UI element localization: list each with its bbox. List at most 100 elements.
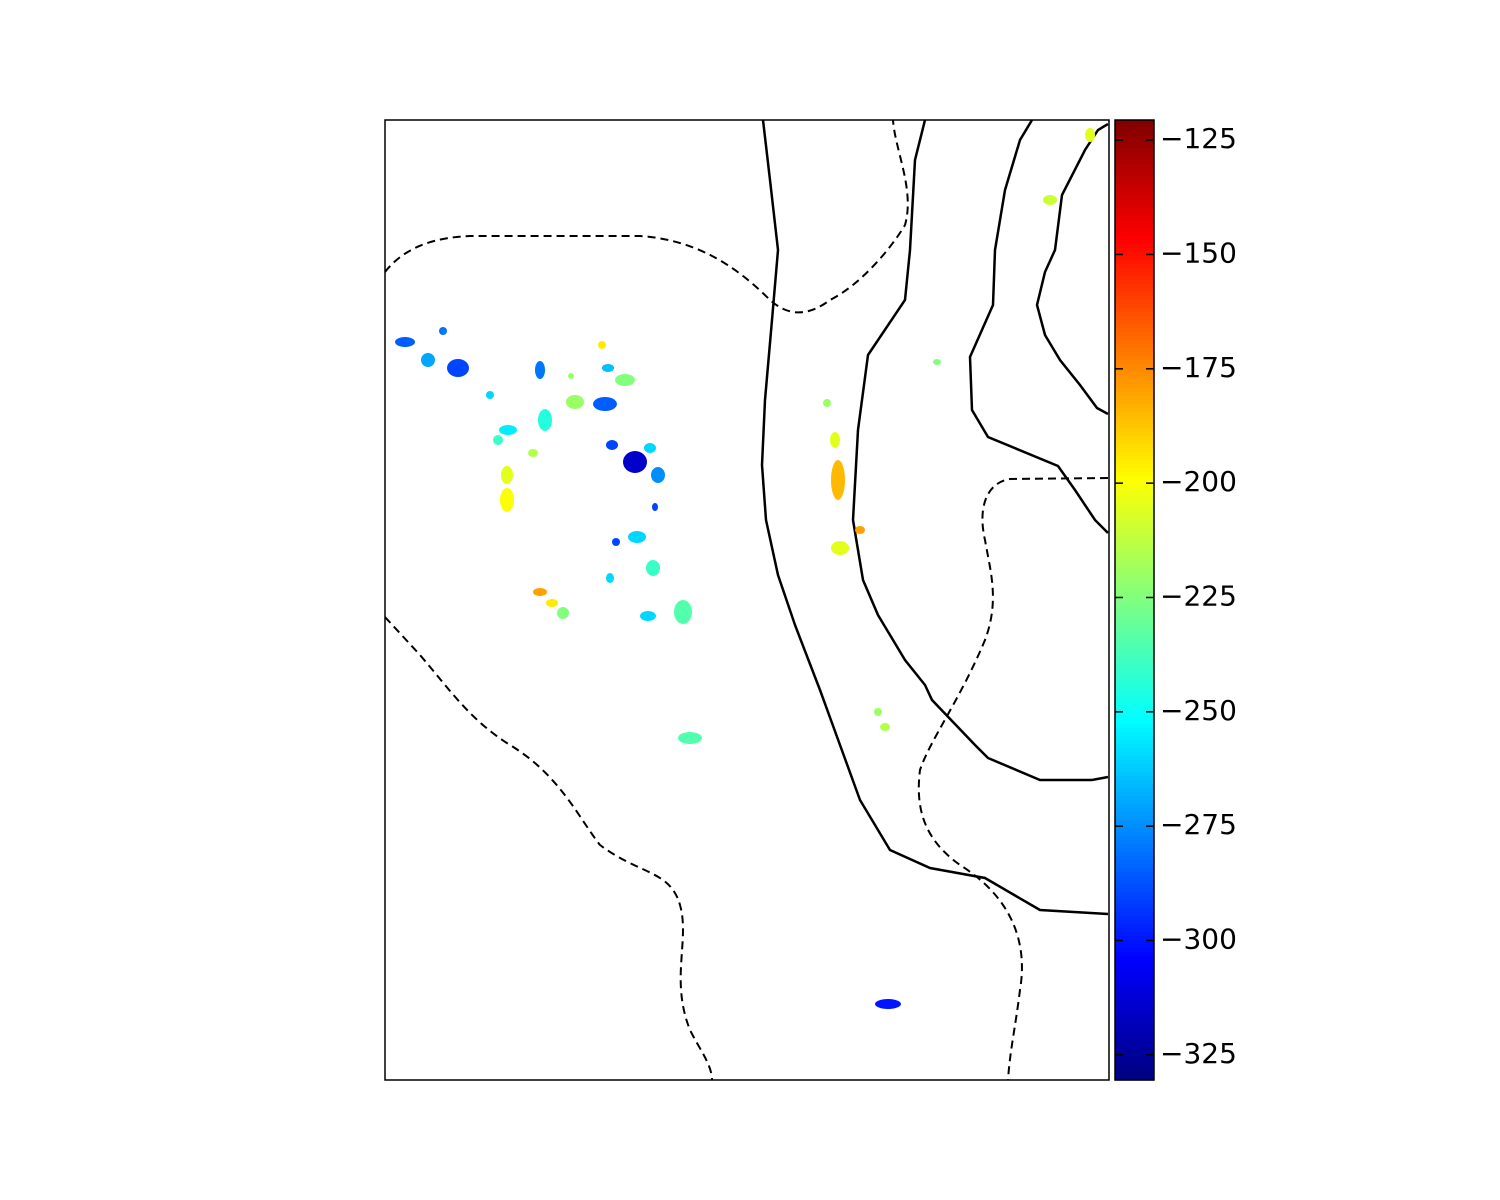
blob bbox=[447, 359, 469, 377]
colorbar-cell bbox=[1115, 592, 1154, 597]
colorbar-cell bbox=[1115, 524, 1154, 529]
colorbar-cell bbox=[1115, 708, 1154, 713]
colorbar-cell bbox=[1115, 956, 1154, 961]
colorbar-cell bbox=[1115, 472, 1154, 477]
colorbar-cell bbox=[1115, 976, 1154, 981]
blob bbox=[421, 353, 435, 367]
colorbar-cell bbox=[1115, 940, 1154, 945]
colorbar-cell bbox=[1115, 576, 1154, 581]
colorbar-cell bbox=[1115, 816, 1154, 821]
colorbar-cell bbox=[1115, 1020, 1154, 1025]
colorbar-cell bbox=[1115, 288, 1154, 293]
colorbar-cell bbox=[1115, 636, 1154, 641]
colorbar-cell bbox=[1115, 200, 1154, 205]
colorbar-cell bbox=[1115, 848, 1154, 853]
colorbar-cell bbox=[1115, 292, 1154, 297]
colorbar-cell bbox=[1115, 624, 1154, 629]
colorbar-cell bbox=[1115, 844, 1154, 849]
colorbar-cell bbox=[1115, 460, 1154, 465]
colorbar-cell bbox=[1115, 812, 1154, 817]
colorbar-cell bbox=[1115, 604, 1154, 609]
colorbar-cell bbox=[1115, 656, 1154, 661]
colorbar-cell bbox=[1115, 1028, 1154, 1033]
colorbar-cell bbox=[1115, 784, 1154, 789]
colorbar-cell bbox=[1115, 568, 1154, 573]
colorbar-cell bbox=[1115, 796, 1154, 801]
blob bbox=[640, 611, 656, 621]
colorbar-cell bbox=[1115, 888, 1154, 893]
colorbar-cell bbox=[1115, 1044, 1154, 1049]
colorbar-cell bbox=[1115, 724, 1154, 729]
colorbar-cell bbox=[1115, 352, 1154, 357]
colorbar-cell bbox=[1115, 188, 1154, 193]
colorbar-cell bbox=[1115, 448, 1154, 453]
colorbar-tick-label: −325 bbox=[1160, 1037, 1237, 1070]
colorbar-cell bbox=[1115, 900, 1154, 905]
colorbar-cell bbox=[1115, 356, 1154, 361]
colorbar-cell bbox=[1115, 316, 1154, 321]
colorbar-cell bbox=[1115, 496, 1154, 501]
colorbar-tick-label: −175 bbox=[1160, 351, 1237, 384]
colorbar-cell bbox=[1115, 760, 1154, 765]
colorbar-cell bbox=[1115, 692, 1154, 697]
colorbar-cell bbox=[1115, 296, 1154, 301]
colorbar-cell bbox=[1115, 432, 1154, 437]
colorbar-cell bbox=[1115, 136, 1154, 141]
colorbar-cell bbox=[1115, 168, 1154, 173]
colorbar-cell bbox=[1115, 404, 1154, 409]
colorbar-tick-label: −275 bbox=[1160, 808, 1237, 841]
colorbar-cell bbox=[1115, 380, 1154, 385]
colorbar-cell bbox=[1115, 652, 1154, 657]
colorbar-cell bbox=[1115, 548, 1154, 553]
colorbar-cell bbox=[1115, 1072, 1154, 1077]
blob bbox=[1085, 128, 1095, 142]
colorbar-cell bbox=[1115, 644, 1154, 649]
contour-dashed bbox=[385, 120, 909, 314]
blob bbox=[830, 432, 840, 448]
colorbar-cell bbox=[1115, 172, 1154, 177]
colorbar-cell bbox=[1115, 832, 1154, 837]
colorbar-cell bbox=[1115, 860, 1154, 865]
blob bbox=[831, 541, 849, 555]
colorbar-cell bbox=[1115, 1064, 1154, 1069]
colorbar-cell bbox=[1115, 1068, 1154, 1073]
colorbar-cell bbox=[1115, 612, 1154, 617]
colorbar-cell bbox=[1115, 664, 1154, 669]
blob bbox=[566, 395, 584, 409]
colorbar-cell bbox=[1115, 348, 1154, 353]
colorbar-tick-label: −200 bbox=[1160, 465, 1237, 498]
blob bbox=[500, 488, 514, 512]
colorbar-cell bbox=[1115, 240, 1154, 245]
colorbar-cell bbox=[1115, 428, 1154, 433]
colorbar-cell bbox=[1115, 892, 1154, 897]
blob bbox=[606, 573, 614, 583]
colorbar-cell bbox=[1115, 204, 1154, 209]
colorbar-cell bbox=[1115, 308, 1154, 313]
colorbar-cell bbox=[1115, 880, 1154, 885]
colorbar-cell bbox=[1115, 436, 1154, 441]
blob bbox=[644, 443, 656, 453]
blob bbox=[855, 526, 865, 534]
contour-solid bbox=[1035, 122, 1109, 416]
blob bbox=[652, 503, 658, 511]
colorbar-cell bbox=[1115, 508, 1154, 513]
blob bbox=[602, 364, 614, 372]
colorbar-cell bbox=[1115, 216, 1154, 221]
blob bbox=[546, 599, 558, 607]
colorbar-tick-label: −125 bbox=[1160, 122, 1237, 155]
colorbar-cell bbox=[1115, 1076, 1154, 1081]
colorbar-cell bbox=[1115, 792, 1154, 797]
colorbar-cell bbox=[1115, 372, 1154, 377]
colorbar-cell bbox=[1115, 1048, 1154, 1053]
colorbar-cell bbox=[1115, 464, 1154, 469]
colorbar-cell bbox=[1115, 260, 1154, 265]
colorbar-cell bbox=[1115, 1056, 1154, 1061]
blob bbox=[880, 723, 890, 731]
colorbar-cell bbox=[1115, 904, 1154, 909]
colorbar-cell bbox=[1115, 788, 1154, 793]
colorbar-cell bbox=[1115, 244, 1154, 249]
colorbar-cell bbox=[1115, 144, 1154, 149]
colorbar-cell bbox=[1115, 836, 1154, 841]
colorbar-cell bbox=[1115, 556, 1154, 561]
